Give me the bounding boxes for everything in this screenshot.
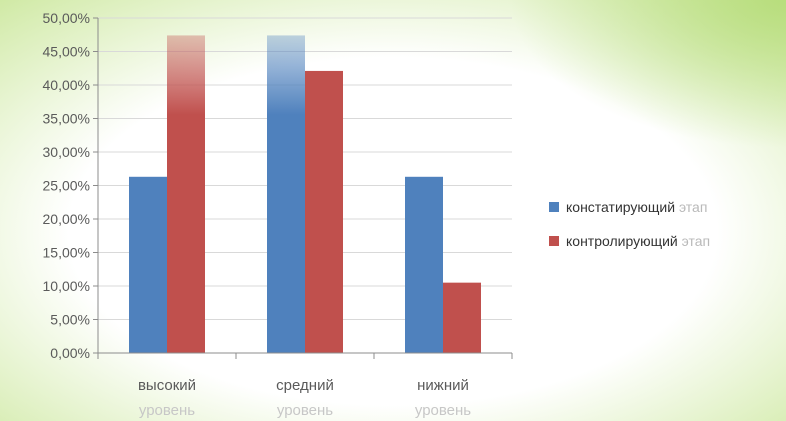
legend: констатирующий этап контролирующий этап xyxy=(549,190,710,258)
y-tick-labels: 0,00% 5,00% 10,00% 15,00% 20,00% 25,00% 30,00%… xyxy=(43,10,90,361)
x-tick-label: уровень xyxy=(415,402,471,419)
x-tick-label: уровень xyxy=(277,402,333,419)
y-tick-label: 10,00% xyxy=(43,278,90,294)
x-tick-label: средний xyxy=(276,377,334,394)
y-tick-label: 25,00% xyxy=(43,178,90,194)
bar-series0-cat1 xyxy=(267,35,305,354)
legend-swatch-controlling xyxy=(549,236,559,246)
y-tick-label: 35,00% xyxy=(43,111,90,127)
y-tick-label: 50,00% xyxy=(43,10,90,26)
y-tick-label: 20,00% xyxy=(43,211,90,227)
x-tick-label: высокий xyxy=(138,377,196,394)
bars xyxy=(129,35,481,354)
axes xyxy=(93,17,513,359)
bar-series1-cat2 xyxy=(443,282,481,353)
x-tick-label: нижний xyxy=(417,377,469,394)
y-tick-label: 30,00% xyxy=(43,144,90,160)
y-tick-label: 5,00% xyxy=(50,312,90,328)
y-tick-label: 40,00% xyxy=(43,77,90,93)
bar-series0-cat2 xyxy=(405,176,443,353)
x-tick-label: уровень xyxy=(139,402,195,419)
bar-series1-cat1 xyxy=(305,70,343,354)
bar-series1-cat0 xyxy=(167,35,205,354)
legend-item-controlling: контролирующий этап xyxy=(549,224,710,258)
y-tick-label: 15,00% xyxy=(43,245,90,261)
legend-label-controlling: контролирующий этап xyxy=(566,233,711,249)
y-tick-label: 45,00% xyxy=(43,44,90,60)
legend-swatch-constating xyxy=(549,202,559,212)
legend-label-constating: констатирующий этап xyxy=(566,199,708,215)
y-tick-label: 0,00% xyxy=(50,345,90,361)
bar-series0-cat0 xyxy=(129,176,167,353)
x-tick-labels: высокий уровень средний уровень нижний уровен… xyxy=(138,377,471,419)
legend-item-constating: констатирующий этап xyxy=(549,190,710,224)
